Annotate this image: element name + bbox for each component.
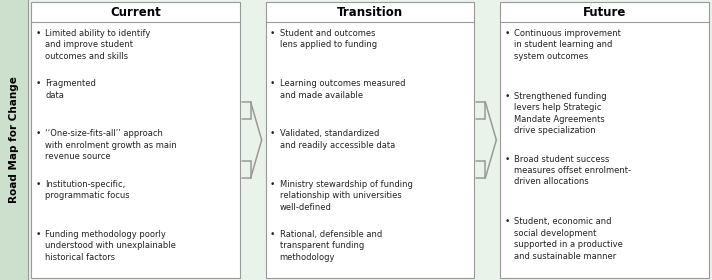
Text: Strengthened funding
levers help Strategic
Mandate Agreements
drive specializati: Strengthened funding levers help Strateg… [514, 92, 607, 135]
Text: Current: Current [110, 6, 161, 18]
Text: •: • [270, 230, 276, 239]
Text: Rational, defensible and
transparent funding
methodology: Rational, defensible and transparent fun… [280, 230, 382, 262]
Text: Continuous improvement
in student learning and
system outcomes: Continuous improvement in student learni… [514, 29, 621, 61]
Bar [0, 0, 28, 280]
Text: •: • [505, 217, 510, 226]
Text: ‘‘One-size-fits-all’’ approach
with enrolment growth as main
revenue source: ‘‘One-size-fits-all’’ approach with enro… [45, 129, 177, 161]
Text: Funding methodology poorly
understood with unexplainable
historical factors: Funding methodology poorly understood wi… [45, 230, 176, 262]
Text: •: • [36, 129, 41, 138]
Text: •: • [270, 79, 276, 88]
Text: •: • [505, 92, 510, 101]
Text: Student and outcomes
lens applied to funding: Student and outcomes lens applied to fun… [280, 29, 377, 50]
Text: •: • [36, 29, 41, 38]
Text: Limited ability to identify
and improve student
outcomes and skills: Limited ability to identify and improve … [45, 29, 150, 61]
Text: •: • [36, 79, 41, 88]
Text: Ministry stewardship of funding
relationship with universities
well-defined: Ministry stewardship of funding relation… [280, 179, 412, 211]
Text: •: • [270, 179, 276, 189]
Text: Fragmented
data: Fragmented data [45, 79, 96, 100]
Text: •: • [270, 129, 276, 138]
Text: •: • [505, 29, 510, 38]
Text: Broad student success
measures offset enrolment-
driven allocations: Broad student success measures offset en… [514, 155, 632, 186]
Text: •: • [36, 230, 41, 239]
Bar [501, 2, 709, 278]
Text: Institution-specific,
programmatic focus: Institution-specific, programmatic focus [45, 179, 130, 200]
Bar [266, 2, 474, 278]
Text: Validated, standardized
and readily accessible data: Validated, standardized and readily acce… [280, 129, 395, 150]
Text: •: • [505, 155, 510, 164]
Text: Learning outcomes measured
and made available: Learning outcomes measured and made avai… [280, 79, 405, 100]
Text: Transition: Transition [337, 6, 403, 18]
Text: Future: Future [583, 6, 627, 18]
Text: •: • [36, 179, 41, 189]
Text: Road Map for Change: Road Map for Change [9, 76, 19, 204]
Text: Student, economic and
social development
supported in a productive
and sustainab: Student, economic and social development… [514, 217, 623, 261]
Bar [31, 2, 240, 278]
Text: •: • [270, 29, 276, 38]
